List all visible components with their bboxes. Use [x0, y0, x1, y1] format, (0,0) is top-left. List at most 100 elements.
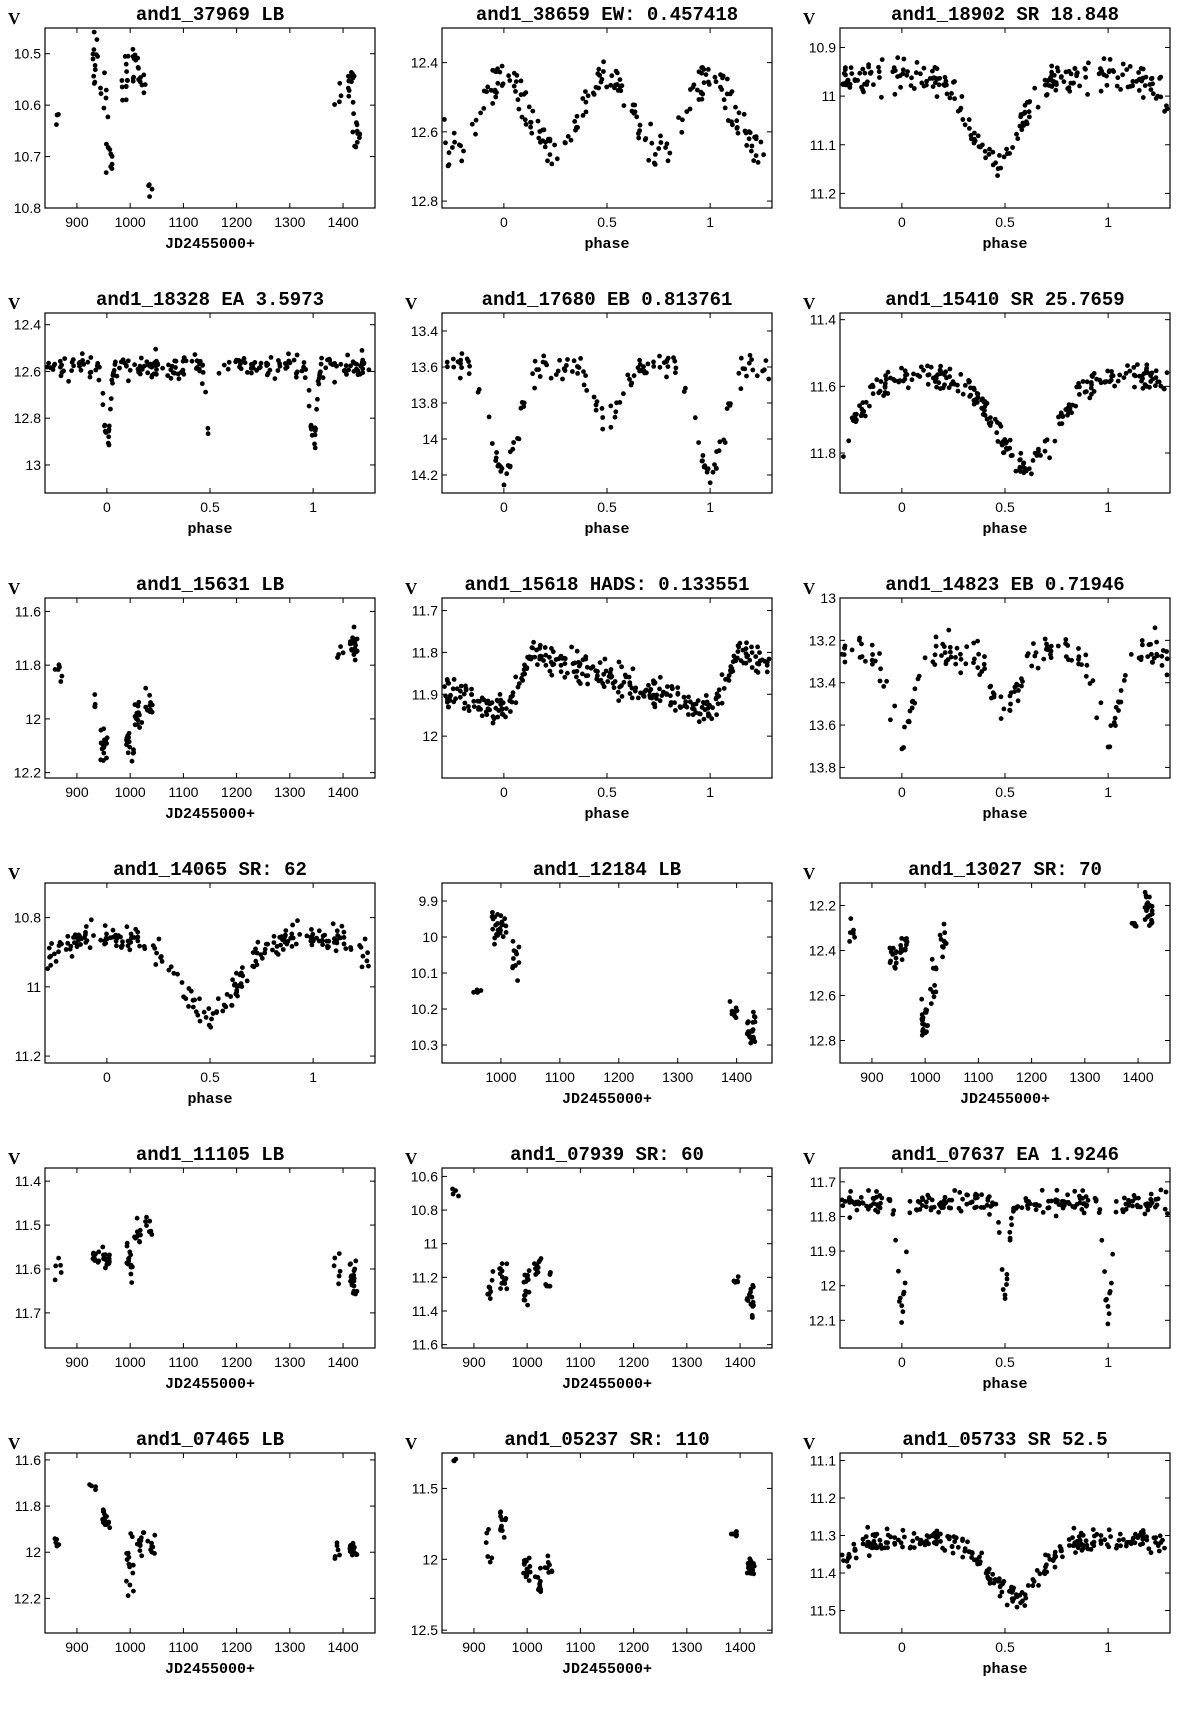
data-point — [600, 415, 606, 420]
data-point — [1015, 682, 1021, 688]
data-point — [562, 366, 567, 372]
data-point — [930, 659, 936, 665]
data-point — [1022, 466, 1028, 471]
data-point — [760, 368, 765, 374]
data-point — [104, 1514, 109, 1519]
data-point — [541, 127, 547, 133]
data-point — [114, 943, 119, 949]
y-tick-label: 11.4 — [810, 312, 836, 328]
data-point — [69, 954, 75, 959]
data-point — [253, 946, 258, 952]
data-point — [701, 464, 707, 470]
data-point — [494, 450, 499, 455]
data-point — [749, 148, 754, 154]
data-point — [909, 699, 915, 705]
data-point — [952, 96, 957, 102]
data-point — [250, 950, 256, 955]
data-point — [958, 372, 964, 377]
data-point — [209, 1016, 214, 1022]
data-point — [580, 671, 585, 677]
data-point — [991, 692, 997, 697]
data-point — [124, 1240, 130, 1246]
data-point — [192, 352, 198, 357]
data-point — [975, 394, 981, 400]
data-point — [681, 389, 687, 394]
data-point — [893, 960, 899, 966]
data-point — [966, 117, 972, 123]
data-point — [707, 480, 713, 486]
data-point — [940, 641, 946, 647]
data-point — [651, 364, 657, 369]
data-point — [1009, 1584, 1014, 1590]
data-point — [890, 1211, 896, 1217]
data-point — [657, 364, 663, 370]
data-point — [46, 945, 52, 951]
data-point — [515, 978, 520, 983]
x-tick-label: 1300 — [274, 1639, 305, 1655]
data-point — [904, 1249, 909, 1255]
data-point — [842, 1199, 848, 1204]
data-point — [703, 72, 709, 77]
data-point — [1004, 446, 1010, 452]
data-point — [294, 352, 300, 358]
data-point — [866, 1204, 872, 1210]
data-point — [88, 917, 94, 923]
y-axis-label: V — [803, 1434, 816, 1453]
data-point — [1140, 75, 1146, 81]
data-point — [467, 363, 472, 369]
data-point — [130, 750, 136, 756]
data-point — [982, 408, 987, 413]
data-point — [129, 1280, 135, 1285]
data-point — [364, 958, 370, 964]
data-point — [255, 939, 261, 945]
data-point — [48, 953, 54, 959]
data-point — [471, 704, 477, 709]
data-point — [1059, 421, 1065, 426]
light-curve-plot: and1_11105 LBVJD2455000+11.411.511.611.7… — [8, 1144, 376, 1393]
data-point — [719, 87, 725, 92]
data-point — [150, 1544, 156, 1550]
data-point — [1066, 410, 1071, 415]
data-point — [1037, 1571, 1043, 1577]
data-point — [866, 62, 871, 68]
data-point — [931, 994, 937, 1000]
y-axis-label: V — [405, 294, 418, 313]
chart-title: and1_15410 SR 25.7659 — [885, 289, 1124, 311]
data-point — [473, 131, 478, 137]
data-point — [1109, 369, 1114, 374]
data-point — [1144, 362, 1150, 368]
data-point — [1105, 744, 1111, 750]
data-point — [131, 1588, 136, 1594]
data-point — [852, 414, 857, 420]
data-point — [1077, 83, 1082, 89]
data-point — [495, 698, 501, 704]
data-point — [627, 682, 633, 688]
data-point — [1108, 723, 1114, 728]
data-point — [1142, 1211, 1148, 1217]
data-point — [359, 348, 365, 353]
data-point — [953, 661, 959, 667]
data-point — [357, 943, 362, 948]
data-point — [114, 935, 120, 941]
data-point — [528, 656, 534, 662]
data-point — [874, 1545, 880, 1551]
data-point — [352, 360, 357, 366]
light-curve-plot: and1_15410 SR 25.7659Vphase11.411.611.80… — [803, 289, 1171, 538]
data-point — [353, 1552, 359, 1557]
data-point — [489, 441, 495, 446]
data-point — [607, 670, 613, 676]
data-point — [940, 944, 945, 949]
data-point — [119, 943, 125, 948]
light-curve-plot: and1_07939 SR: 60VJD2455000+10.610.81111… — [405, 1144, 773, 1393]
data-point — [513, 700, 519, 706]
data-point — [546, 136, 551, 142]
data-point — [734, 655, 740, 661]
data-point — [734, 1008, 740, 1014]
data-point — [940, 954, 945, 960]
x-axis-label: phase — [584, 806, 629, 823]
y-tick-label: 11.2 — [15, 1048, 41, 1064]
y-tick-label: 14 — [422, 431, 438, 447]
y-tick-label: 11.5 — [15, 1217, 41, 1233]
data-point — [54, 122, 59, 127]
data-point — [1157, 1533, 1163, 1539]
